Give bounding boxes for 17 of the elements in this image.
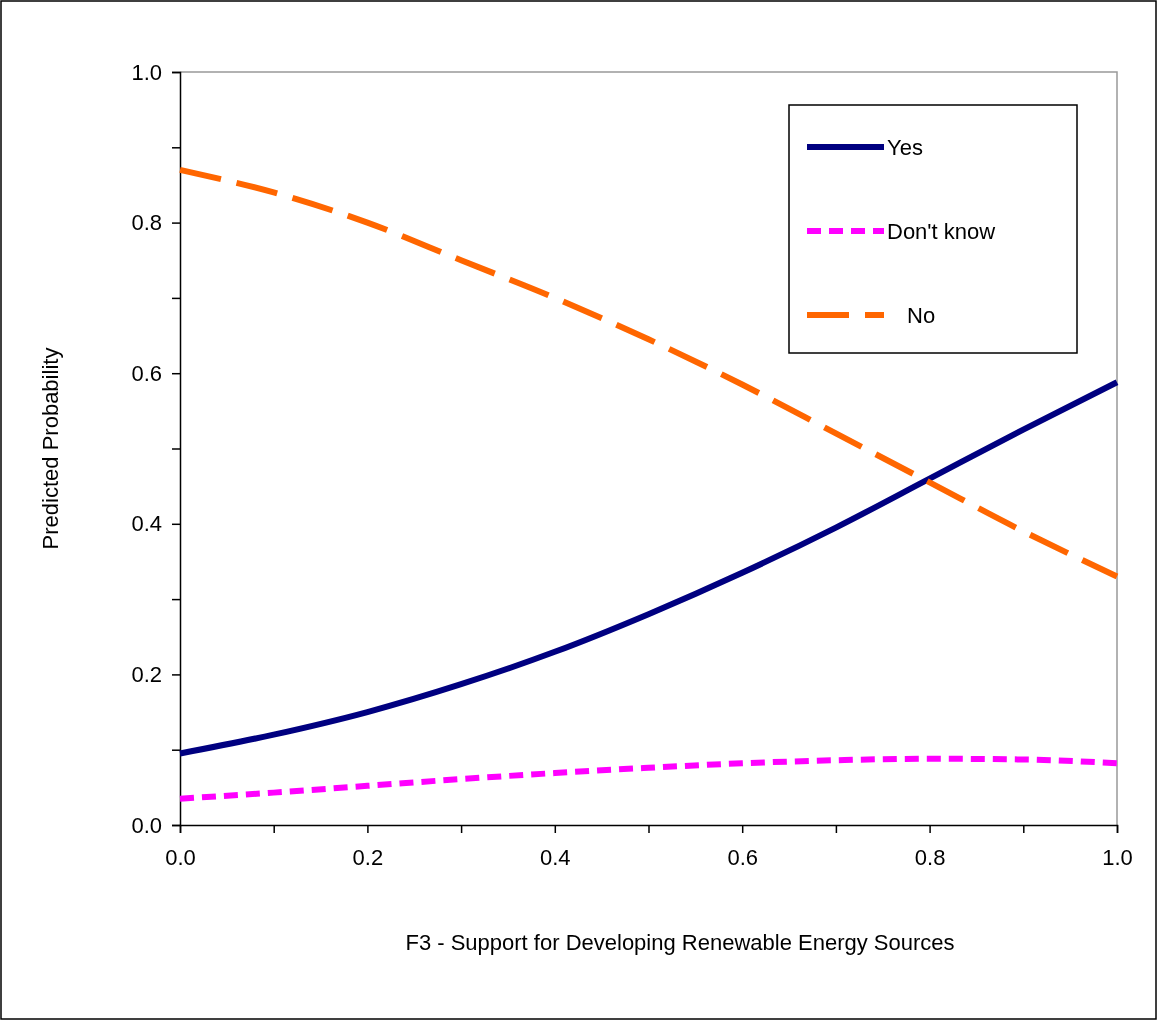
x-tick-label: 0.0 [165, 845, 196, 870]
legend-label: Yes [887, 135, 923, 160]
y-tick-label: 0.0 [131, 812, 162, 838]
x-tick-label: 0.4 [540, 845, 571, 870]
y-axis-title: Predicted Probability [38, 347, 63, 550]
x-tick-label: 0.8 [914, 845, 946, 870]
y-tick-label: 0.8 [131, 210, 162, 236]
y-tick-label: 0.4 [131, 511, 162, 537]
x-tick-label: 1.0 [1102, 845, 1133, 870]
legend-label: No [907, 303, 936, 328]
y-tick-label: 0.2 [131, 661, 162, 687]
legend-label: Don't know [887, 219, 996, 244]
y-tick-label: 1.0 [131, 59, 162, 85]
x-tick-label: 0.2 [352, 845, 384, 870]
x-axis-title: F3 - Support for Developing Renewable Energy Sources [405, 930, 955, 955]
y-tick-label: 0.6 [131, 360, 162, 386]
x-tick-label: 0.6 [727, 845, 758, 870]
